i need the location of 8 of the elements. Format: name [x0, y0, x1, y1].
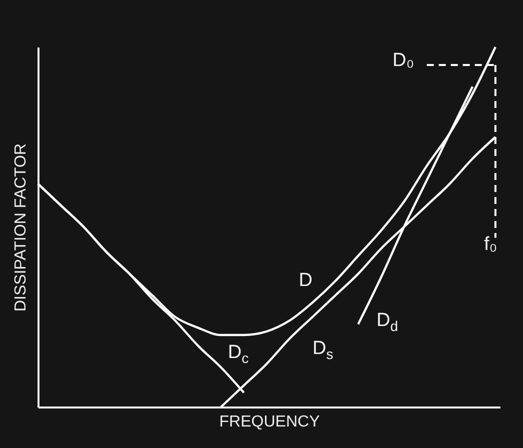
series-label: D [298, 270, 312, 291]
series-label: D$_{s}$ [312, 338, 334, 362]
y-axis-title: DISSIPATION FACTOR [12, 143, 30, 312]
annotation: f₀ [484, 234, 498, 255]
x-axis-title: FREQUENCY [219, 414, 320, 430]
ref-line-label: D₀ [392, 50, 414, 72]
series-label: D$_{c}$ [228, 342, 249, 366]
series-label: D$_{d}$ [376, 310, 398, 334]
